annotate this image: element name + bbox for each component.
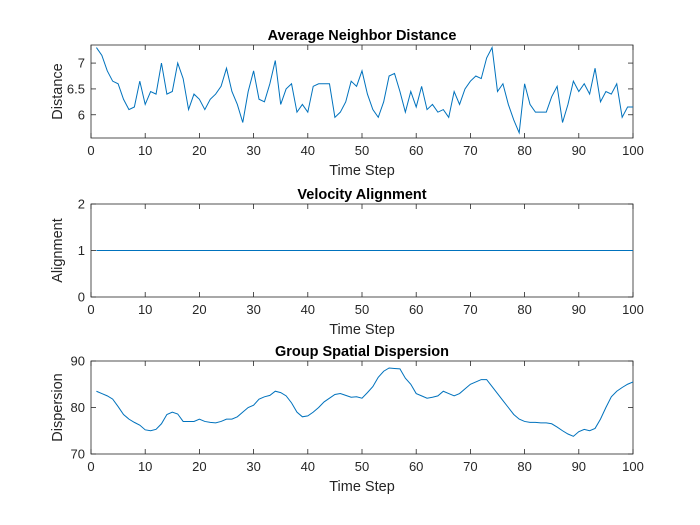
group-spatial-dispersion-xtick-label: 30	[246, 459, 260, 474]
subplot-average-neighbor-distance: 0 10 20 30 40 50 60 70 80 90 100 6 6.5 7 Average Neigh…	[50, 28, 644, 179]
group-spatial-dispersion-xtick-label: 40	[301, 459, 315, 474]
group-spatial-dispersion-axes-box	[90, 360, 634, 455]
group-spatial-dispersion-xtick-label: 10	[138, 459, 152, 474]
average-neighbor-distance-series-line	[96, 45, 633, 135]
group-spatial-dispersion-xtick-label: 20	[192, 459, 206, 474]
subplot-velocity-alignment: 0 10 20 30 40 50 60 70 80 90 100 0 1 2 Velocity Alignm…	[50, 187, 644, 338]
average-neighbor-distance-ytick-label: 6.5	[67, 81, 85, 96]
average-neighbor-distance-xtick-label: 90	[572, 143, 586, 158]
average-neighbor-distance-xtick-label: 40	[301, 143, 315, 158]
group-spatial-dispersion-xtick-label: 0	[87, 459, 94, 474]
group-spatial-dispersion-xtick-label: 60	[409, 459, 423, 474]
average-neighbor-distance-xtick-label: 10	[138, 143, 152, 158]
average-neighbor-distance-xlabel: Time Step	[329, 163, 395, 179]
group-spatial-dispersion-series-line	[96, 367, 633, 437]
average-neighbor-distance-title: Average Neighbor Distance	[268, 28, 457, 44]
group-spatial-dispersion-ylabel: Dispersion	[50, 373, 66, 442]
group-spatial-dispersion-xtick-label: 90	[572, 459, 586, 474]
group-spatial-dispersion-xtick-label: 70	[463, 459, 477, 474]
average-neighbor-distance-xtick-label: 30	[246, 143, 260, 158]
average-neighbor-distance-ytick-label: 7	[78, 56, 85, 71]
average-neighbor-distance-xtick-label: 70	[463, 143, 477, 158]
velocity-alignment-xtick-label: 100	[622, 302, 644, 317]
average-neighbor-distance-xtick-label: 60	[409, 143, 423, 158]
velocity-alignment-ytick-label: 0	[78, 290, 85, 305]
velocity-alignment-xtick-label: 50	[355, 302, 369, 317]
velocity-alignment-xtick-label: 60	[409, 302, 423, 317]
velocity-alignment-xtick-label: 30	[246, 302, 260, 317]
velocity-alignment-xtick-label: 80	[517, 302, 531, 317]
average-neighbor-distance-axes-box	[90, 44, 634, 139]
average-neighbor-distance-xtick-label: 20	[192, 143, 206, 158]
group-spatial-dispersion-xlabel: Time Step	[329, 479, 395, 495]
group-spatial-dispersion-xtick-label: 80	[517, 459, 531, 474]
average-neighbor-distance-xtick-label: 100	[622, 143, 644, 158]
group-spatial-dispersion-xtick-label: 50	[355, 459, 369, 474]
velocity-alignment-ytick-label: 1	[78, 243, 85, 258]
group-spatial-dispersion-ytick-label: 80	[71, 400, 85, 415]
velocity-alignment-title: Velocity Alignment	[297, 187, 426, 203]
average-neighbor-distance-xtick-label: 80	[517, 143, 531, 158]
average-neighbor-distance-ylabel: Distance	[50, 63, 66, 119]
velocity-alignment-xtick-label: 70	[463, 302, 477, 317]
velocity-alignment-ytick-label: 2	[78, 197, 85, 212]
velocity-alignment-xtick-label: 20	[192, 302, 206, 317]
average-neighbor-distance-xtick-label: 0	[87, 143, 94, 158]
velocity-alignment-xtick-label: 10	[138, 302, 152, 317]
group-spatial-dispersion-ytick-label: 90	[71, 354, 85, 369]
average-neighbor-distance-xtick-label: 50	[355, 143, 369, 158]
velocity-alignment-ylabel: Alignment	[50, 218, 66, 282]
subplot-group-spatial-dispersion: 0 10 20 30 40 50 60 70 80 90 100 70 80 90 Group Spatia…	[50, 344, 644, 495]
velocity-alignment-xtick-label: 40	[301, 302, 315, 317]
velocity-alignment-xtick-label: 90	[572, 302, 586, 317]
velocity-alignment-xlabel: Time Step	[329, 322, 395, 338]
group-spatial-dispersion-ytick-label: 70	[71, 447, 85, 462]
average-neighbor-distance-ytick-label: 6	[78, 107, 85, 122]
group-spatial-dispersion-title: Group Spatial Dispersion	[275, 344, 449, 360]
group-spatial-dispersion-xtick-label: 100	[622, 459, 644, 474]
velocity-alignment-xtick-label: 0	[87, 302, 94, 317]
